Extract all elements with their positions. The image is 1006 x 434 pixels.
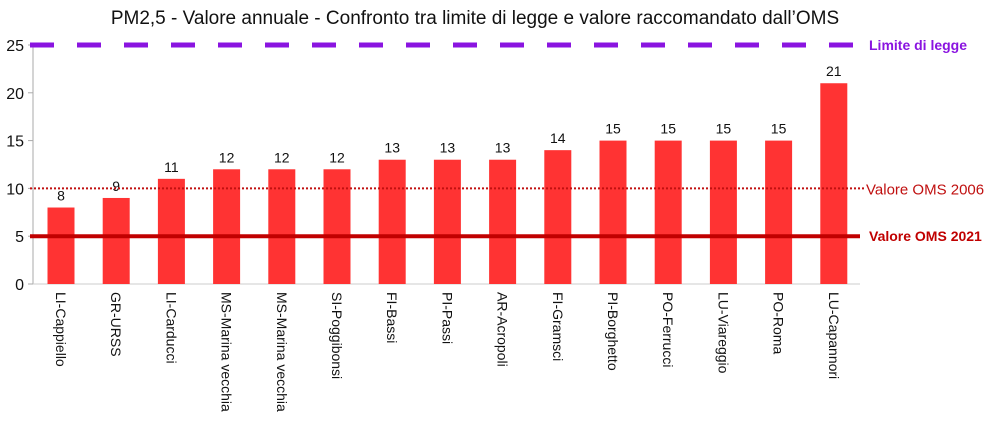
bars: 8 LI-Cappiello 9 GR-URSS 11 LI-Carducci 12 MS-M…	[47, 63, 848, 412]
x-tick-label: LU-Viareggio	[715, 292, 731, 374]
data-label: 8	[57, 188, 65, 204]
bar	[654, 140, 682, 284]
reference-lines: Limite di legge Valore OMS 2006 Valore OMS…	[30, 37, 984, 244]
bar	[157, 178, 185, 284]
bar	[47, 207, 75, 284]
x-tick-label: LU-Capannori	[826, 292, 842, 379]
bar	[544, 150, 572, 284]
x-tick-label: FI-Gramsci	[550, 292, 566, 361]
data-label: 13	[495, 140, 511, 156]
bar	[102, 197, 130, 284]
data-label: 21	[826, 63, 842, 79]
y-tick-label: 0	[15, 277, 24, 294]
reference-line-label: Valore OMS 2006	[866, 181, 984, 198]
data-label: 12	[219, 149, 235, 165]
data-label: 11	[164, 159, 179, 175]
bar	[709, 140, 737, 284]
data-label: 9	[112, 178, 120, 194]
data-label: 13	[440, 140, 456, 156]
bar	[268, 169, 296, 284]
bar	[820, 83, 848, 285]
chart-title: PM2,5 - Valore annuale - Confronto tra l…	[111, 8, 839, 29]
data-label: 15	[716, 121, 732, 137]
bar	[765, 140, 793, 284]
bar	[433, 159, 461, 284]
x-tick-label: LI-Cappiello	[53, 292, 69, 367]
x-tick-label: AR-Acropoli	[495, 292, 511, 367]
x-tick-label: PO-Roma	[771, 292, 787, 354]
data-label: 15	[605, 121, 621, 137]
x-tick-label: LI-Carducci	[163, 292, 179, 364]
x-tick-label: PO-Ferrucci	[660, 292, 676, 367]
bar	[378, 159, 406, 284]
y-tick-label: 25	[6, 38, 24, 55]
bar	[489, 159, 517, 284]
data-label: 12	[274, 149, 290, 165]
x-tick-label: MS-Marina vecchia	[219, 292, 235, 412]
x-tick-label: SI-Poggibonsi	[329, 292, 345, 379]
data-label: 15	[771, 121, 787, 137]
y-tick-label: 5	[15, 229, 24, 246]
bar	[213, 169, 241, 284]
reference-line-label: Valore OMS 2021	[869, 228, 982, 244]
x-tick-label: PI-Borghetto	[605, 292, 621, 371]
y-tick-label: 10	[6, 181, 24, 198]
bar	[599, 140, 627, 284]
x-tick-label: FI-Bassi	[384, 292, 400, 343]
data-label: 13	[384, 140, 400, 156]
x-tick-label: GR-URSS	[108, 292, 124, 357]
x-tick-label: MS-Marina vecchia	[274, 292, 290, 412]
data-label: 15	[660, 121, 676, 137]
bar	[323, 169, 351, 284]
reference-line-label: Limite di legge	[869, 37, 967, 53]
data-label: 12	[329, 149, 345, 165]
data-label: 14	[550, 130, 566, 146]
y-tick-label: 20	[6, 86, 24, 103]
y-tick-label: 15	[6, 134, 24, 151]
x-tick-label: PI-Passi	[439, 292, 455, 344]
